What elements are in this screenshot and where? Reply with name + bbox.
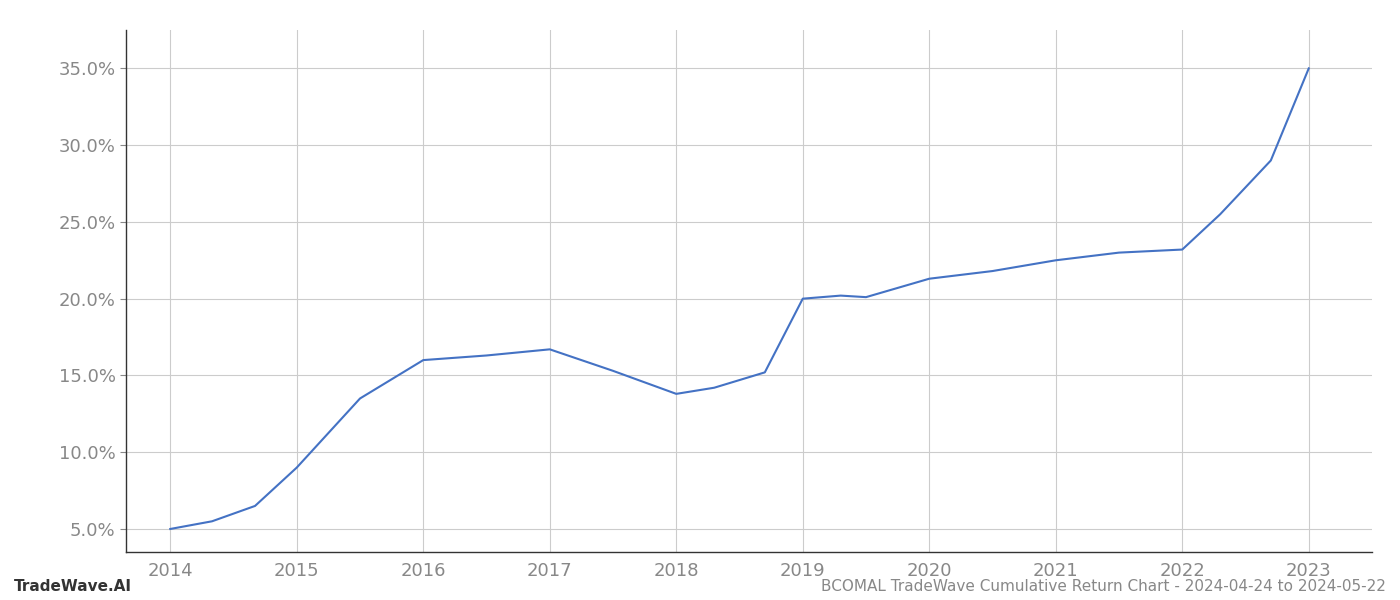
Text: TradeWave.AI: TradeWave.AI (14, 579, 132, 594)
Text: BCOMAL TradeWave Cumulative Return Chart - 2024-04-24 to 2024-05-22: BCOMAL TradeWave Cumulative Return Chart… (822, 579, 1386, 594)
